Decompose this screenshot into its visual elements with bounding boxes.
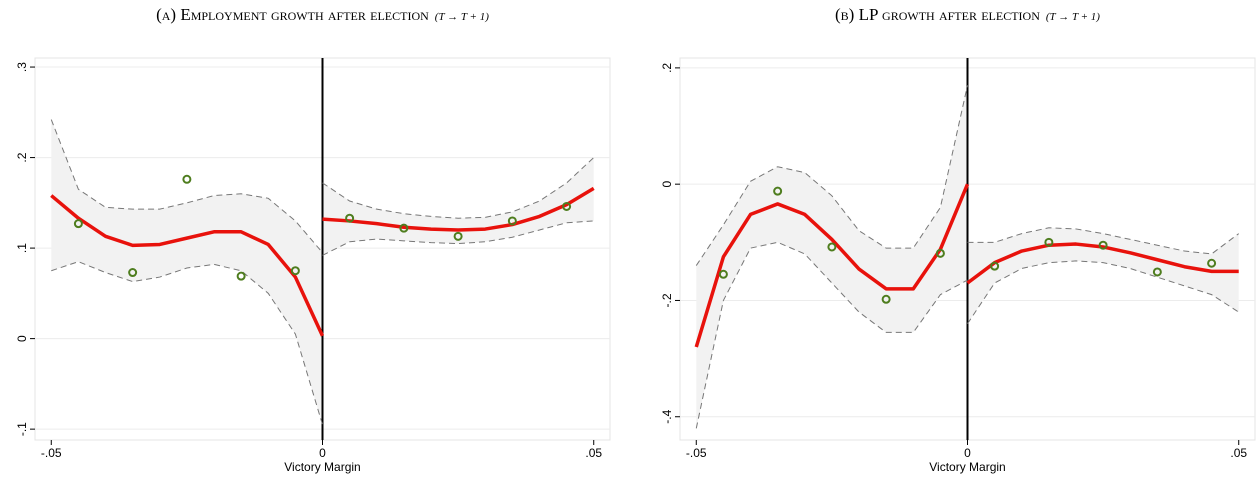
ci-band	[51, 119, 323, 425]
chart: (b) LP growth after election (T → T + 1) -…	[660, 5, 1256, 474]
x-tick-label: -.05	[41, 446, 62, 460]
chart: (a) Employment growth after election (T →…	[15, 5, 611, 474]
chart-title: (a) Employment growth after election (T →…	[156, 5, 489, 24]
y-tick-label: .2	[660, 63, 674, 73]
y-tick-label: 0	[660, 181, 674, 188]
x-axis-label: Victory Margin	[284, 460, 360, 474]
bin-mean	[773, 186, 783, 196]
bin-mean	[73, 219, 83, 229]
fit-line	[50, 194, 325, 337]
ci-line	[695, 241, 968, 429]
ci-line	[695, 85, 968, 266]
y-tick-label: 0	[15, 335, 29, 342]
ci-line	[51, 261, 323, 425]
x-tick-label: 0	[319, 446, 326, 460]
bin-mean	[562, 201, 572, 211]
x-tick-label: .05	[1230, 446, 1247, 460]
bin-mean	[1152, 267, 1162, 277]
bin-mean	[345, 213, 355, 223]
chart-title: (b) LP growth after election (T → T + 1)	[835, 5, 1100, 24]
bin-mean	[718, 269, 728, 279]
x-axis-label: Victory Margin	[929, 460, 1005, 474]
ci-band	[696, 85, 968, 429]
fit-line	[966, 242, 1239, 285]
y-tick-label: -.2	[660, 293, 674, 307]
bin-mean	[290, 266, 300, 276]
y-tick-label: .1	[15, 243, 29, 253]
x-tick-label: 0	[964, 446, 971, 460]
fit-line	[322, 186, 595, 232]
bin-mean	[1207, 258, 1217, 268]
ci-band	[322, 157, 594, 256]
x-tick-label: .05	[585, 446, 602, 460]
bin-mean	[507, 216, 517, 226]
ci-line	[967, 260, 1239, 324]
title-text: (a) Employment growth after election	[156, 5, 429, 24]
ci-band	[967, 227, 1239, 324]
ci-line	[50, 119, 323, 253]
y-tick-label: .2	[15, 152, 29, 162]
y-tick-label: -.4	[660, 409, 674, 423]
bin-mean	[935, 248, 945, 258]
bin-mean	[827, 242, 837, 252]
bin-mean	[182, 174, 192, 184]
bin-mean	[128, 268, 138, 278]
ci-line	[322, 157, 595, 219]
bin-mean	[1044, 237, 1054, 247]
fit-line	[694, 183, 970, 348]
bin-mean	[399, 223, 409, 233]
ci-line	[322, 220, 594, 256]
title-note: (T → T + 1)	[435, 11, 489, 23]
x-tick-label: -.05	[686, 446, 707, 460]
title-note: (T → T + 1)	[1046, 11, 1100, 23]
bin-mean	[990, 261, 1000, 271]
bin-mean	[453, 231, 463, 241]
bin-mean	[1098, 240, 1108, 250]
ci-line	[967, 227, 1240, 255]
y-tick-label: -.1	[15, 422, 29, 436]
title-text: (b) LP growth after election	[835, 5, 1040, 24]
bin-mean	[881, 294, 891, 304]
bin-mean	[236, 271, 246, 281]
y-tick-label: .3	[15, 62, 29, 72]
